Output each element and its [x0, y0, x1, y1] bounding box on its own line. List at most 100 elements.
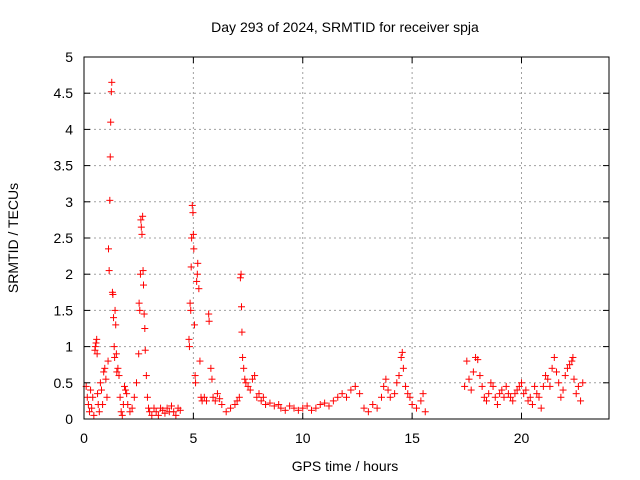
data-point — [535, 393, 543, 401]
y-axis-title: SRMTID / TECUs — [5, 183, 21, 293]
data-point — [563, 364, 571, 372]
data-point — [172, 411, 180, 419]
data-point — [334, 393, 342, 401]
data-point — [135, 350, 143, 358]
y-tick-label: 3 — [65, 194, 73, 210]
data-point — [192, 379, 200, 387]
axis-ticks — [83, 56, 609, 420]
data-point — [205, 317, 213, 325]
data-point — [496, 390, 504, 398]
data-point — [146, 408, 154, 416]
data-point — [213, 390, 221, 398]
data-point — [137, 223, 145, 231]
data-point — [235, 393, 243, 401]
data-point — [572, 390, 580, 398]
data-point — [294, 406, 302, 414]
data-point — [161, 409, 169, 417]
data-points — [82, 78, 587, 419]
data-point — [548, 364, 556, 372]
data-point — [189, 230, 197, 238]
data-point — [93, 335, 101, 343]
data-point — [461, 382, 469, 390]
data-point — [491, 393, 499, 401]
data-point — [122, 386, 130, 394]
data-point — [136, 270, 144, 278]
data-point — [211, 397, 219, 405]
data-point — [262, 401, 270, 409]
data-point — [325, 402, 333, 410]
data-point — [569, 353, 577, 361]
data-point — [102, 375, 110, 383]
data-point — [351, 382, 359, 390]
y-tick-label: 4.5 — [54, 85, 74, 101]
data-point — [244, 382, 252, 390]
data-point — [504, 390, 512, 398]
data-point — [238, 328, 246, 336]
data-point — [138, 230, 146, 238]
data-point — [200, 393, 208, 401]
y-tick-label: 2.5 — [54, 230, 74, 246]
data-point — [216, 395, 224, 403]
data-point — [568, 357, 576, 365]
data-point — [124, 401, 132, 409]
data-point — [94, 390, 102, 398]
data-point — [579, 379, 587, 387]
data-point — [465, 375, 473, 383]
data-point — [555, 379, 563, 387]
data-point — [186, 299, 194, 307]
data-point — [136, 306, 144, 314]
data-point — [238, 303, 245, 311]
data-point — [526, 393, 534, 401]
data-point — [550, 353, 558, 361]
data-point — [111, 353, 119, 361]
data-point — [227, 404, 235, 412]
data-point — [398, 348, 406, 356]
data-point — [222, 408, 230, 416]
data-point — [513, 386, 521, 394]
data-point — [140, 281, 147, 289]
data-point — [188, 234, 196, 242]
data-point — [176, 406, 184, 414]
data-point — [399, 364, 407, 372]
data-point — [533, 390, 541, 398]
data-point — [84, 401, 92, 409]
data-point — [239, 353, 247, 361]
data-point — [248, 375, 256, 383]
data-point — [493, 401, 501, 409]
data-point — [185, 343, 193, 351]
data-point — [101, 364, 109, 372]
data-point — [93, 350, 101, 358]
data-point — [474, 356, 482, 364]
data-point — [498, 386, 506, 394]
data-point — [343, 393, 350, 401]
data-point — [168, 402, 175, 410]
data-point — [91, 343, 99, 351]
data-point — [133, 379, 140, 387]
data-point — [163, 404, 171, 412]
data-point — [123, 390, 131, 398]
data-point — [231, 401, 239, 409]
data-point — [105, 267, 113, 275]
data-point — [111, 306, 119, 314]
data-point — [270, 402, 278, 410]
data-point — [402, 382, 410, 390]
data-point — [118, 411, 126, 419]
data-point — [107, 118, 115, 126]
data-point — [369, 401, 377, 409]
data-point — [89, 393, 97, 401]
data-point — [236, 274, 244, 282]
data-point — [299, 404, 307, 412]
data-point — [143, 393, 151, 401]
data-point — [139, 212, 147, 220]
data-point — [469, 368, 477, 376]
data-point — [397, 353, 405, 361]
data-point — [90, 411, 98, 419]
data-point — [109, 290, 117, 298]
data-point — [196, 357, 204, 365]
data-point — [338, 390, 346, 398]
data-point — [110, 343, 118, 351]
data-point — [100, 368, 108, 376]
data-point — [187, 306, 195, 314]
data-point — [194, 259, 202, 267]
data-point — [570, 375, 578, 383]
